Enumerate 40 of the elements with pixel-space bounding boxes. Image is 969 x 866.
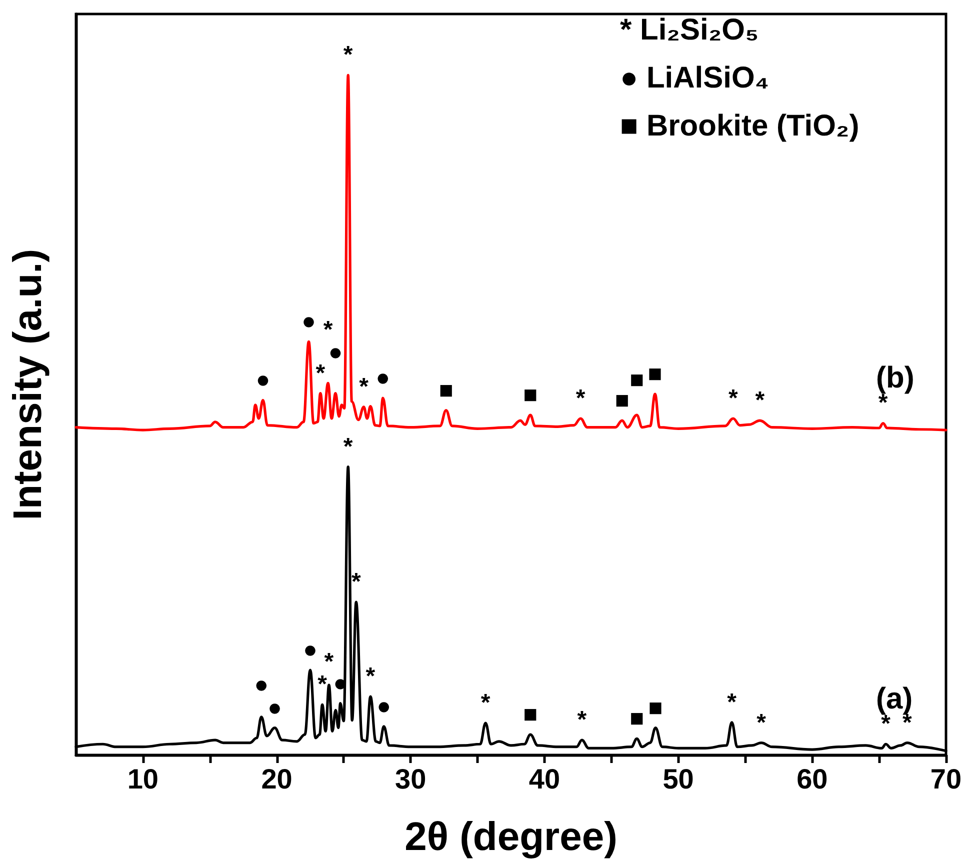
- annotation: ●: [302, 308, 316, 336]
- annotation: ■: [614, 387, 630, 414]
- annotation: ●: [376, 692, 392, 720]
- annotation: *: [366, 663, 376, 690]
- annotation: *: [756, 709, 767, 736]
- annotation: ■: [648, 694, 663, 722]
- text: * Li₂Si₂O₅: [620, 14, 759, 46]
- annotation: ●: [302, 636, 318, 664]
- y-axis-title: Intensity (a.u.): [6, 248, 50, 520]
- x-tick-label: 50: [662, 764, 694, 794]
- annotation: *: [576, 384, 586, 412]
- annotation: *: [343, 433, 354, 460]
- annotation: *: [359, 373, 370, 400]
- annotation: ●: [268, 694, 282, 722]
- annotation: *: [727, 688, 738, 716]
- annotation: *: [343, 42, 354, 69]
- annotation: *: [755, 387, 766, 414]
- annotation: ■: [523, 701, 538, 728]
- annotation: *: [577, 706, 588, 734]
- annotation: ●: [254, 671, 269, 698]
- annotation: ●: [376, 364, 390, 392]
- x-tick-label: 60: [796, 764, 828, 794]
- annotation: ●: [256, 366, 270, 394]
- x-tick-label: 20: [261, 764, 292, 794]
- annotation: *: [480, 690, 491, 717]
- annotation: ■: [630, 705, 644, 732]
- annotation: *: [728, 384, 739, 412]
- annotation: ■ Brookite (TiO₂): [620, 110, 860, 142]
- x-tick-label: 40: [528, 764, 560, 794]
- annotation: ■: [648, 360, 662, 388]
- x-tick-label: 30: [395, 764, 426, 794]
- annotation: ● LiAlSiO₄: [620, 62, 770, 94]
- x-tick-label: 10: [127, 764, 158, 794]
- annotation: *: [351, 568, 362, 596]
- x-tick-label: 70: [930, 764, 962, 794]
- annotation: ■: [523, 382, 538, 409]
- annotation: ■: [630, 366, 644, 394]
- annotation: ■: [438, 376, 454, 404]
- annotation: *: [316, 360, 326, 387]
- x-axis-title: 2θ (degree): [404, 815, 618, 859]
